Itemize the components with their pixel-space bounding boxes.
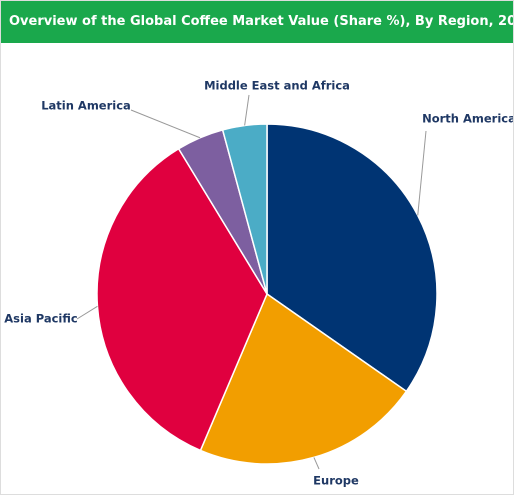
leader-line (244, 94, 250, 126)
leader-line (76, 305, 98, 320)
chart: North America Europe Asia Pacific Latin Ame… (4, 79, 513, 488)
pie-slice (199, 292, 408, 465)
pie-slice (266, 123, 438, 393)
pie-slice (221, 123, 268, 295)
leader-line (417, 130, 427, 216)
slice-label: Latin America (41, 99, 131, 113)
leader-line (313, 457, 320, 470)
leader-line (130, 109, 201, 139)
slice-label: North America (422, 112, 513, 126)
slice-label: Europe (313, 474, 359, 488)
slice-label: Asia Pacific (4, 312, 78, 326)
chart-title: Overview of the Global Coffee Market Val… (1, 1, 513, 43)
slice-label: Middle East and Africa (204, 79, 350, 93)
